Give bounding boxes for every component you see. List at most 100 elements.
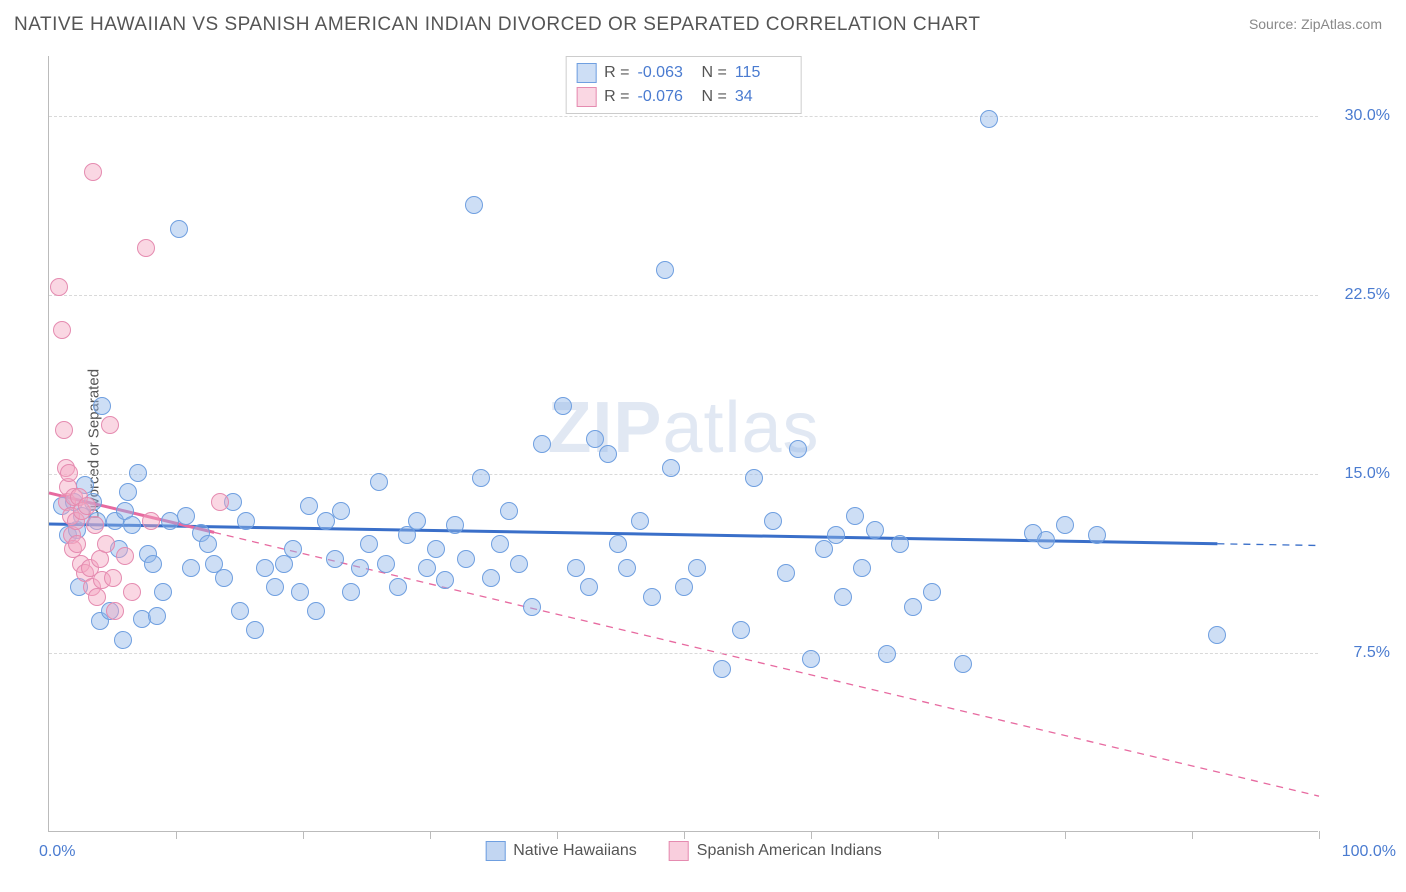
marker-hawaiian — [599, 445, 617, 463]
marker-hawaiian — [510, 555, 528, 573]
x-axis-min-label: 0.0% — [39, 843, 75, 861]
marker-hawaiian — [618, 559, 636, 577]
marker-hawaiian — [326, 550, 344, 568]
marker-hawaiian — [482, 569, 500, 587]
legend-swatch — [576, 63, 596, 83]
legend-bottom: Native Hawaiians Spanish American Indians — [485, 841, 882, 861]
marker-hawaiian — [609, 535, 627, 553]
gridline — [49, 653, 1318, 654]
marker-hawaiian — [182, 559, 200, 577]
marker-hawaiian — [688, 559, 706, 577]
marker-hawaiian — [199, 535, 217, 553]
x-tick — [938, 831, 939, 839]
marker-hawaiian — [980, 110, 998, 128]
stats-row: R =-0.063N =115 — [576, 61, 791, 85]
marker-spanish-indian — [142, 512, 160, 530]
marker-hawaiian — [148, 607, 166, 625]
x-tick — [684, 831, 685, 839]
marker-hawaiian — [256, 559, 274, 577]
marker-spanish-indian — [50, 278, 68, 296]
marker-hawaiian — [580, 578, 598, 596]
marker-hawaiian — [554, 397, 572, 415]
marker-hawaiian — [129, 464, 147, 482]
marker-hawaiian — [878, 645, 896, 663]
marker-hawaiian — [567, 559, 585, 577]
marker-hawaiian — [713, 660, 731, 678]
marker-hawaiian — [954, 655, 972, 673]
x-tick — [176, 831, 177, 839]
marker-hawaiian — [904, 598, 922, 616]
marker-hawaiian — [177, 507, 195, 525]
marker-spanish-indian — [97, 535, 115, 553]
correlation-stats-box: R =-0.063N =115R =-0.076N =34 — [565, 56, 802, 114]
marker-spanish-indian — [137, 239, 155, 257]
x-tick — [557, 831, 558, 839]
marker-hawaiian — [891, 535, 909, 553]
n-value: 34 — [735, 88, 791, 106]
marker-hawaiian — [802, 650, 820, 668]
marker-hawaiian — [446, 516, 464, 534]
marker-hawaiian — [377, 555, 395, 573]
marker-hawaiian — [732, 621, 750, 639]
marker-hawaiian — [834, 588, 852, 606]
legend-item: Spanish American Indians — [669, 841, 882, 861]
marker-hawaiian — [662, 459, 680, 477]
gridline — [49, 474, 1318, 475]
marker-spanish-indian — [211, 493, 229, 511]
y-tick-label: 30.0% — [1326, 107, 1390, 125]
legend-swatch — [576, 87, 596, 107]
marker-hawaiian — [360, 535, 378, 553]
marker-spanish-indian — [101, 416, 119, 434]
marker-hawaiian — [351, 559, 369, 577]
legend-swatch — [485, 841, 505, 861]
marker-hawaiian — [123, 516, 141, 534]
y-tick-label: 22.5% — [1326, 286, 1390, 304]
marker-hawaiian — [827, 526, 845, 544]
marker-spanish-indian — [88, 588, 106, 606]
plot-svg — [49, 56, 1319, 832]
marker-hawaiian — [1037, 531, 1055, 549]
marker-spanish-indian — [116, 547, 134, 565]
legend-swatch — [669, 841, 689, 861]
marker-hawaiian — [170, 220, 188, 238]
marker-hawaiian — [436, 571, 454, 589]
marker-hawaiian — [866, 521, 884, 539]
r-label: R = — [604, 64, 629, 82]
x-tick — [1319, 831, 1320, 839]
x-tick — [430, 831, 431, 839]
source-attribution: Source: ZipAtlas.com — [1249, 16, 1382, 32]
marker-hawaiian — [408, 512, 426, 530]
r-value: -0.063 — [638, 64, 694, 82]
marker-hawaiian — [161, 512, 179, 530]
scatter-plot-area: Divorced or Separated ZIPatlas R =-0.063… — [48, 56, 1318, 832]
marker-hawaiian — [389, 578, 407, 596]
marker-hawaiian — [427, 540, 445, 558]
legend-item: Native Hawaiians — [485, 841, 637, 861]
marker-hawaiian — [500, 502, 518, 520]
marker-hawaiian — [853, 559, 871, 577]
marker-spanish-indian — [106, 602, 124, 620]
marker-hawaiian — [472, 469, 490, 487]
n-value: 115 — [735, 64, 791, 82]
marker-hawaiian — [93, 397, 111, 415]
marker-hawaiian — [745, 469, 763, 487]
marker-hawaiian — [246, 621, 264, 639]
marker-spanish-indian — [84, 163, 102, 181]
marker-hawaiian — [291, 583, 309, 601]
marker-hawaiian — [370, 473, 388, 491]
x-tick — [1065, 831, 1066, 839]
marker-hawaiian — [815, 540, 833, 558]
marker-hawaiian — [342, 583, 360, 601]
y-tick-label: 7.5% — [1326, 644, 1390, 662]
marker-spanish-indian — [68, 535, 86, 553]
y-tick-label: 15.0% — [1326, 465, 1390, 483]
marker-spanish-indian — [55, 421, 73, 439]
marker-hawaiian — [300, 497, 318, 515]
chart-title: NATIVE HAWAIIAN VS SPANISH AMERICAN INDI… — [14, 14, 981, 36]
marker-hawaiian — [119, 483, 137, 501]
x-tick — [303, 831, 304, 839]
marker-hawaiian — [923, 583, 941, 601]
marker-hawaiian — [631, 512, 649, 530]
marker-spanish-indian — [78, 497, 96, 515]
r-value: -0.076 — [638, 88, 694, 106]
